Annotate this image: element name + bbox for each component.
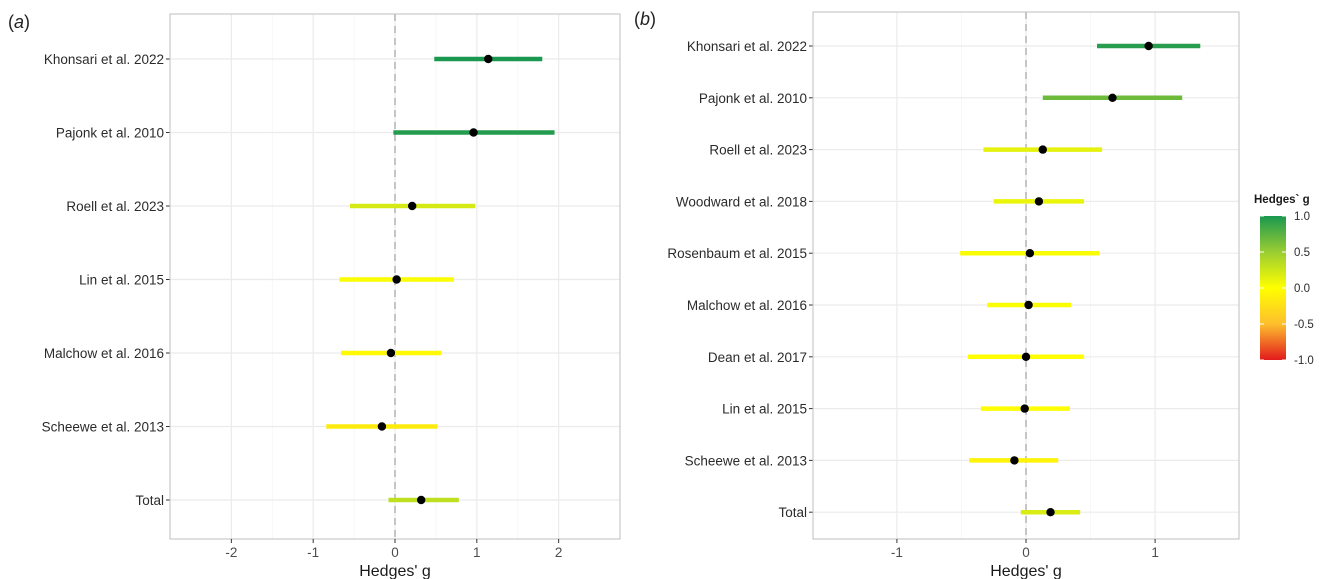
- panel-a-y-tick-label: Khonsari et al. 2022: [44, 52, 164, 67]
- panel-b-point: [1010, 456, 1019, 465]
- panel-b-y-tick-label: Roell et al. 2023: [709, 143, 807, 158]
- panel-b-point: [1046, 508, 1055, 517]
- panel-a-y-tick-label: Lin et al. 2015: [79, 273, 164, 288]
- legend-tick-label: -0.5: [1294, 319, 1314, 331]
- panel-b-point: [1021, 352, 1031, 361]
- legend-tick-label: -1.0: [1294, 355, 1314, 367]
- panel-b-point: [1024, 300, 1033, 310]
- panel-b: Khonsari et al. 2022 Pajonk et al. 2010 Ro…: [667, 11, 1240, 579]
- panel-a-point: [469, 128, 478, 137]
- panel-a-point: [484, 54, 493, 64]
- panel-b-x-tick-label: -1: [891, 545, 903, 560]
- panel-b-point: [1020, 404, 1029, 413]
- panel-a-point: [392, 275, 401, 284]
- panel-a-x-tick-label: -1: [307, 545, 319, 560]
- legend-tick-label: 1.0: [1294, 211, 1310, 223]
- panel-b-y-tick-label: Pajonk et al. 2010: [699, 91, 807, 106]
- panel-a-x-tick-label: 1: [473, 545, 481, 560]
- panel-a-y-tick-label: Scheewe et al. 2013: [42, 420, 164, 435]
- panel-b-point: [1025, 249, 1035, 258]
- panel-b-x-tick-label: 0: [1022, 545, 1030, 560]
- panel-a-point: [407, 201, 417, 211]
- panel-a-x-tick-label: 2: [555, 545, 563, 560]
- legend-tick-label: 0.5: [1294, 247, 1310, 259]
- panel-a-y-tick-label: Roell et al. 2023: [66, 199, 164, 214]
- panel-b-point: [1038, 145, 1047, 154]
- panel-b-y-tick-label: Scheewe et al. 2013: [685, 453, 807, 468]
- panel-b-y-tick-label: Dean et al. 2017: [708, 350, 807, 365]
- panel-b-point: [1034, 197, 1044, 206]
- panel-b-y-tick-label: Khonsari et al. 2022: [687, 39, 807, 54]
- legend-title: Hedges` g: [1254, 194, 1310, 206]
- panel-a-x-axis-title: Hedges' g: [359, 563, 431, 579]
- panel-b-y-tick-label: Malchow et al. 2016: [687, 298, 807, 313]
- panel-a: Khonsari et al. 2022 Pajonk et al. 2010 Ro…: [42, 13, 621, 579]
- panel-a-point: [416, 495, 426, 505]
- color-legend: Hedges` g 1.0 0.5 0.0 -0.5 -1.0: [1254, 194, 1314, 367]
- panel-b-point: [1144, 41, 1153, 51]
- panel-b-x-axis-title: Hedges' g: [990, 563, 1062, 579]
- panel-b-y-tick-label: Lin et al. 2015: [722, 402, 807, 417]
- panel-a-x-tick-label: 0: [391, 545, 399, 560]
- panel-b-y-tick-label: Woodward et al. 2018: [676, 194, 807, 209]
- legend-tick-label: 0.0: [1294, 283, 1310, 295]
- panel-a-y-tick-label: Pajonk et al. 2010: [56, 126, 164, 141]
- panel-a-y-tick-label: Malchow et al. 2016: [44, 346, 164, 361]
- panel-a-y-tick-label: Total: [135, 493, 164, 508]
- panel-a-point: [386, 348, 396, 358]
- panel-a-x-tick-label: -2: [225, 545, 237, 560]
- panel-b-x-tick-label: 1: [1151, 545, 1159, 560]
- panel-b-point: [1108, 93, 1117, 103]
- panel-b-tag: (b): [634, 9, 656, 29]
- panel-b-y-tick-label: Rosenbaum et al. 2015: [667, 246, 807, 261]
- panel-a-tag: (a): [8, 12, 30, 32]
- panel-b-y-tick-label: Total: [778, 505, 807, 520]
- panel-a-point: [377, 422, 387, 431]
- legend-colorbar: [1260, 216, 1286, 360]
